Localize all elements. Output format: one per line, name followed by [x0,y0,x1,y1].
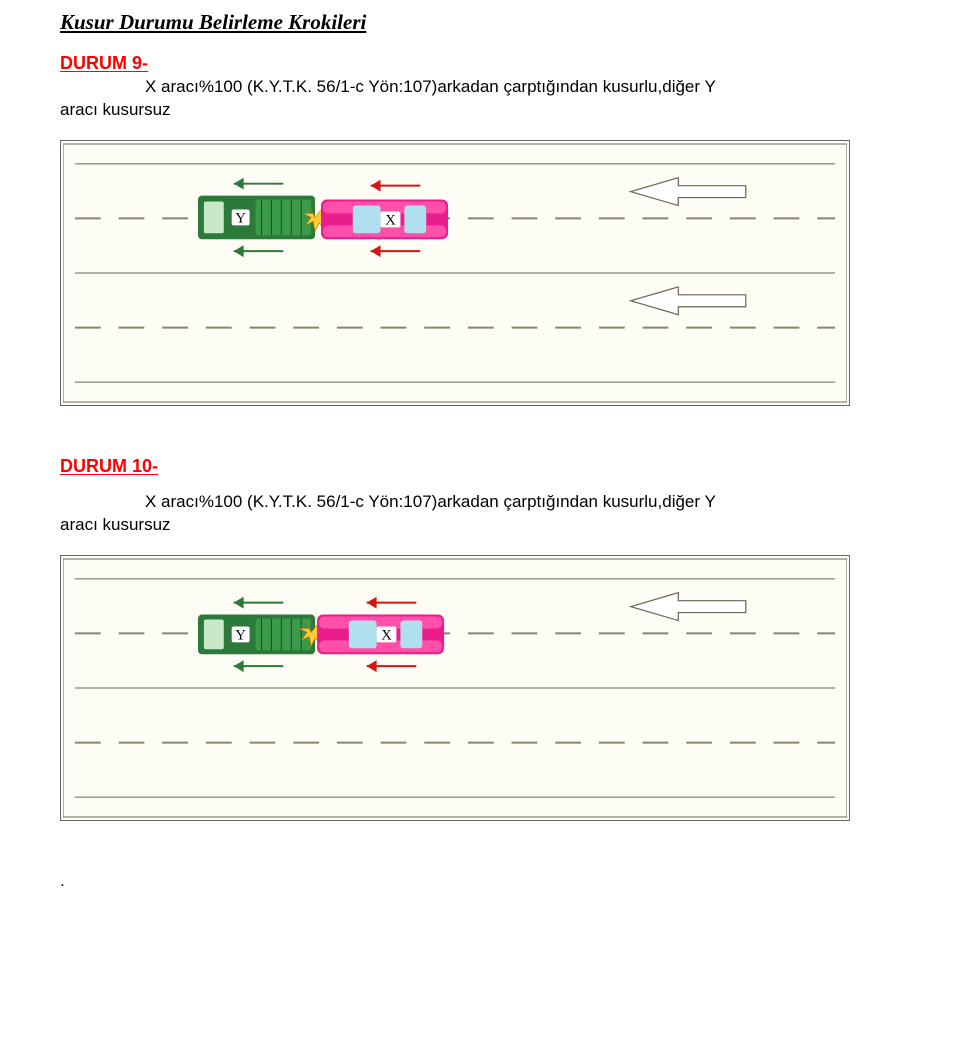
svg-text:X: X [385,212,396,228]
footer-dot: . [60,871,900,891]
case-10-label: DURUM 10- [60,456,900,477]
diagram-10-svg: Y X [63,558,847,818]
case-9: DURUM 9- X aracı%100 (K.Y.T.K. 56/1-c Yö… [60,53,900,406]
case-10-diagram: Y X [60,555,850,821]
svg-text:Y: Y [235,210,246,226]
case-9-text: X aracı%100 (K.Y.T.K. 56/1-c Yön:107)ark… [60,76,900,122]
case-9-text-line2: aracı kusursuz [60,99,900,122]
case-9-label: DURUM 9- [60,53,900,74]
diagram-9-svg: Y X [63,143,847,403]
case-9-diagram: Y X [60,140,850,406]
case-10: DURUM 10- X aracı%100 (K.Y.T.K. 56/1-c Y… [60,456,900,821]
case-10-text: X aracı%100 (K.Y.T.K. 56/1-c Yön:107)ark… [60,491,900,537]
case-10-text-line2: aracı kusursuz [60,514,900,537]
svg-text:X: X [381,627,392,643]
case-9-text-line1: X aracı%100 (K.Y.T.K. 56/1-c Yön:107)ark… [60,76,900,99]
page-title: Kusur Durumu Belirleme Krokileri [60,10,900,35]
svg-text:Y: Y [235,627,246,643]
case-10-text-line1: X aracı%100 (K.Y.T.K. 56/1-c Yön:107)ark… [60,491,900,514]
